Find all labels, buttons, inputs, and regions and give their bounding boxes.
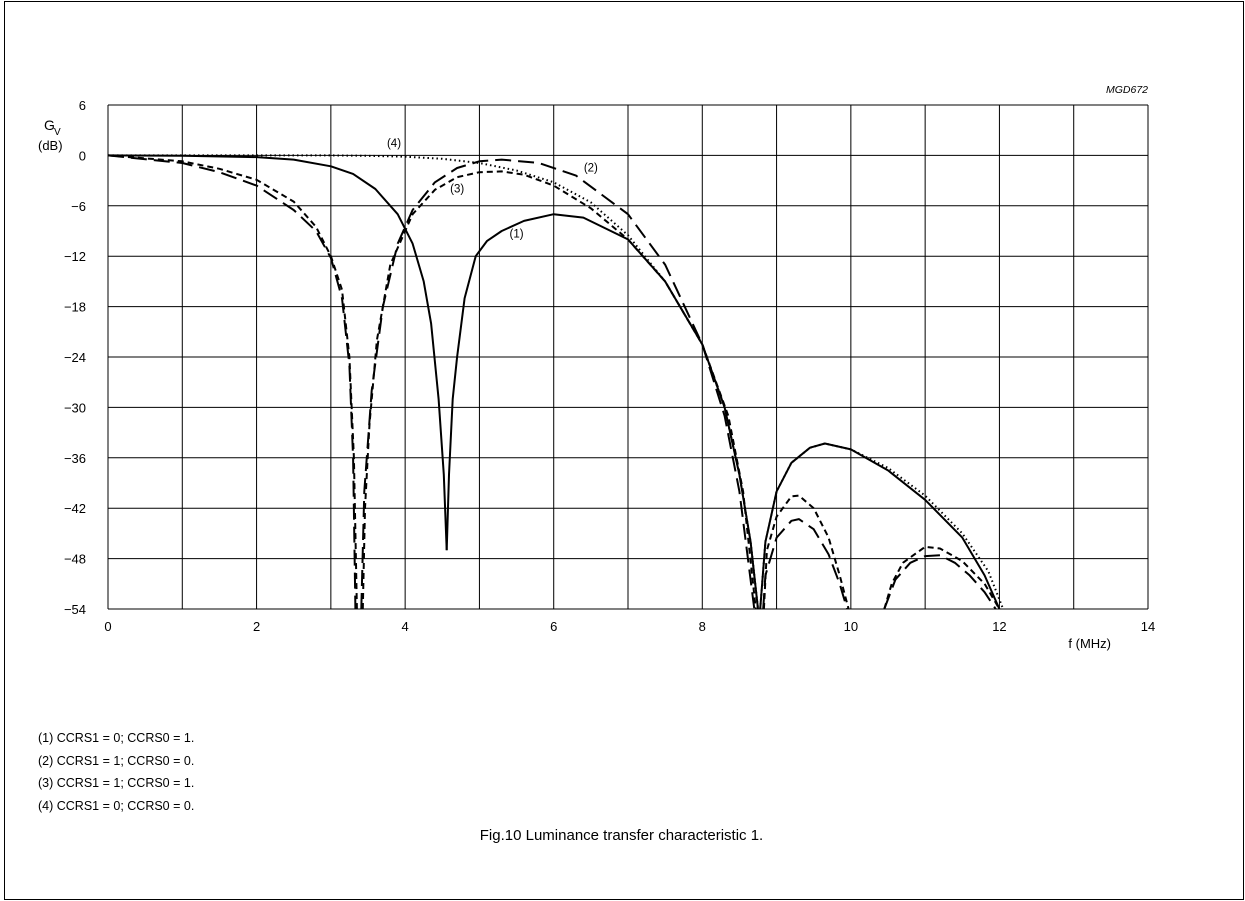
series-curve-3 (361, 170, 757, 610)
y-tick-label: −36 (64, 451, 86, 466)
note-2: (2) CCRS1 = 1; CCRS0 = 0. (38, 753, 195, 768)
y-tick-label: −30 (64, 400, 86, 415)
series-curve-4 (108, 154, 759, 610)
x-tick-label: 10 (844, 619, 858, 634)
series-curve-2 (108, 154, 357, 610)
figure-caption: Fig.10 Luminance transfer characteristic… (0, 827, 1245, 844)
y-axis-label-subscript: V (54, 127, 61, 138)
caption-text: Fig.10 Luminance transfer characteristic… (479, 827, 764, 844)
transfer-chart: 0 2 4 6 8 10 12 14 6 0 −6 −12 −18 −24 −30 −36 −42 −48 −54 G… (38, 84, 1155, 651)
x-tick-label: 4 (402, 619, 409, 634)
note-4: (4) CCRS1 = 0; CCRS0 = 0. (38, 798, 195, 813)
curve-label: (1) (510, 229, 524, 241)
series-curve-1 (759, 442, 1001, 610)
x-axis-label: f (MHz) (1068, 636, 1111, 651)
y-tick-label: −12 (64, 249, 86, 264)
series-curve-1 (445, 213, 759, 610)
x-tick-label: 6 (550, 619, 557, 634)
figure-frame (4, 1, 1244, 900)
y-tick-label: −48 (64, 552, 86, 567)
curve-label: (2) (584, 162, 598, 174)
curve-label: (3) (450, 183, 464, 195)
series-curve-2 (762, 518, 849, 610)
y-tick-label: −42 (64, 501, 86, 516)
series-curve-3 (762, 494, 850, 610)
x-tick-label: 12 (992, 619, 1006, 634)
curve-notes: (1) CCRS1 = 0; CCRS0 = 1. (2) CCRS1 = 1;… (38, 727, 194, 817)
y-tick-label: −54 (64, 602, 86, 617)
x-tick-label: 0 (104, 619, 111, 634)
series-curve-2 (883, 554, 997, 610)
y-tick-label: 6 (79, 98, 86, 113)
y-axis-unit: (dB) (38, 138, 63, 153)
series-curve-4 (759, 442, 1005, 610)
curve-label: (4) (387, 138, 401, 150)
x-tick-label: 14 (1141, 619, 1155, 634)
series-curve-3 (108, 154, 358, 610)
y-tick-label: 0 (79, 148, 86, 163)
x-tick-label: 8 (699, 619, 706, 634)
y-tick-label: −24 (64, 350, 86, 365)
y-tick-label: −6 (71, 199, 86, 214)
series-curve-2 (360, 158, 756, 610)
note-3: (3) CCRS1 = 1; CCRS0 = 1. (38, 776, 195, 790)
series-curve-1 (108, 154, 448, 551)
y-axis-label: G (44, 117, 55, 133)
figure-code: MGD672 (1106, 84, 1148, 96)
x-tick-label: 2 (253, 619, 260, 634)
y-tick-label: −18 (64, 300, 86, 315)
note-1: (1) CCRS1 = 0; CCRS0 = 1. (38, 731, 195, 745)
series-curve-3 (883, 545, 1001, 610)
